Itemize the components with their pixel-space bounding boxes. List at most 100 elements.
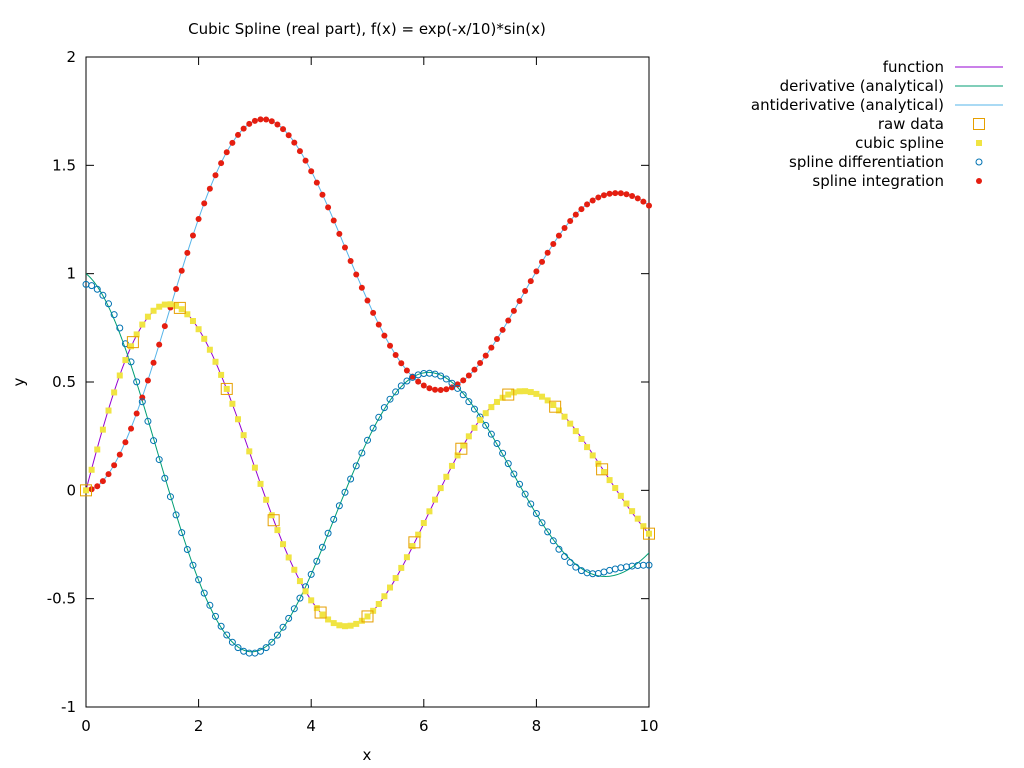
spline-differentiation-point (206, 601, 214, 609)
spline-differentiation-point (504, 460, 512, 468)
cubic-spline-point (555, 407, 562, 414)
cubic-spline-point (640, 523, 647, 530)
spline-integration-point (415, 378, 422, 385)
spline-differentiation-point (318, 543, 326, 551)
spline-integration-point (280, 126, 287, 133)
cubic-spline-point (347, 622, 354, 629)
raw-data-point (173, 301, 186, 314)
spline-integration-point (111, 462, 118, 469)
cubic-spline-point (251, 464, 258, 471)
spline-integration-point (392, 352, 399, 359)
spline-differentiation-point (183, 546, 191, 554)
cubic-spline-point (623, 500, 630, 507)
spline-differentiation-point (622, 563, 630, 571)
spline-differentiation-point (403, 377, 411, 385)
spline-integration-point (99, 478, 106, 485)
spline-differentiation-point (516, 480, 524, 488)
y-tick-label: 0.5 (52, 373, 76, 391)
spline-differentiation-point (639, 561, 647, 569)
cubic-spline-point (218, 371, 225, 378)
cubic-spline-point (527, 389, 534, 396)
cubic-spline-point (139, 321, 146, 328)
chart-title: Cubic Spline (real part), f(x) = exp(-x/… (188, 20, 546, 38)
cubic-spline-point (634, 515, 641, 522)
spline-integration-point (381, 332, 388, 339)
cubic-spline-point (173, 302, 180, 309)
spline-integration-point (403, 367, 410, 374)
cubic-spline-point (223, 385, 230, 392)
series-line (86, 273, 649, 653)
raw-data-point (502, 388, 515, 401)
cubic-spline-point (629, 508, 636, 515)
cubic-spline-point (426, 508, 433, 515)
spline-differentiation-point (285, 614, 293, 622)
spline-integration-point (308, 168, 315, 175)
cubic-spline-point (240, 432, 247, 439)
spline-differentiation-point (538, 519, 546, 527)
spline-integration-point (516, 297, 523, 304)
spline-integration-point (533, 268, 540, 275)
spline-integration-point (420, 382, 427, 389)
cubic-spline-point (111, 389, 118, 396)
cubic-spline-point (460, 442, 467, 449)
cubic-spline-point (201, 335, 208, 342)
cubic-spline-point (150, 307, 157, 314)
spline-differentiation-point (493, 440, 501, 448)
raw-data-point (596, 463, 609, 476)
legend-label: spline integration (812, 172, 944, 190)
spline-differentiation-point (144, 417, 152, 425)
cubic-spline-point (88, 466, 95, 473)
spline-differentiation-point (324, 529, 332, 537)
spline-integration-point (330, 217, 337, 224)
legend-label: cubic spline (855, 134, 944, 152)
spline-differentiation-point (116, 324, 124, 332)
legend-label: spline differentiation (789, 153, 944, 171)
spline-differentiation-point (549, 537, 557, 545)
spline-integration-point (646, 202, 652, 209)
cubic-spline-point (482, 410, 489, 417)
cubic-spline-point (375, 601, 382, 608)
spline-integration-point (617, 190, 624, 197)
spline-integration-point (319, 191, 326, 198)
spline-differentiation-point (234, 644, 242, 652)
cubic-spline-point (600, 469, 607, 476)
cubic-spline-point (189, 317, 196, 324)
spline-integration-point (364, 297, 371, 304)
spline-integration-point (606, 190, 613, 197)
cubic-spline-point (392, 575, 399, 582)
cubic-spline-point (257, 480, 264, 487)
spline-differentiation-point (561, 552, 569, 560)
cubic-spline-point (589, 452, 596, 459)
spline-differentiation-point (296, 594, 304, 602)
cubic-spline-point (477, 417, 484, 424)
cubic-spline-point (313, 605, 320, 612)
spline-integration-point (240, 125, 247, 132)
spline-differentiation-point (88, 282, 96, 290)
spline-integration-point (212, 172, 219, 179)
spline-integration-point (612, 190, 619, 197)
cubic-spline-point (403, 554, 410, 561)
markers (80, 116, 655, 657)
spline-differentiation-point (200, 589, 208, 597)
spline-integration-point (527, 278, 534, 285)
cubic-spline-point (83, 487, 89, 494)
spline-differentiation-point (352, 462, 360, 470)
spline-differentiation-point (133, 378, 141, 386)
cubic-spline-point (578, 435, 585, 442)
spline-differentiation-point (223, 631, 231, 639)
spline-differentiation-point (425, 369, 433, 377)
cubic-spline-point (206, 346, 213, 353)
raw-data-point (314, 606, 327, 619)
cubic-spline-point (353, 620, 360, 627)
spline-integration-point (465, 372, 472, 379)
spline-differentiation-point (611, 565, 619, 573)
cubic-spline-point (415, 531, 422, 538)
cubic-spline-point (550, 401, 557, 408)
cubic-spline-point (280, 541, 287, 548)
spline-differentiation-point (364, 436, 371, 444)
spline-integration-point (640, 198, 647, 205)
spline-differentiation-point (555, 545, 563, 553)
legend-label: derivative (analytical) (780, 77, 944, 95)
legend-marker (973, 118, 985, 130)
legend-label: function (883, 58, 944, 76)
